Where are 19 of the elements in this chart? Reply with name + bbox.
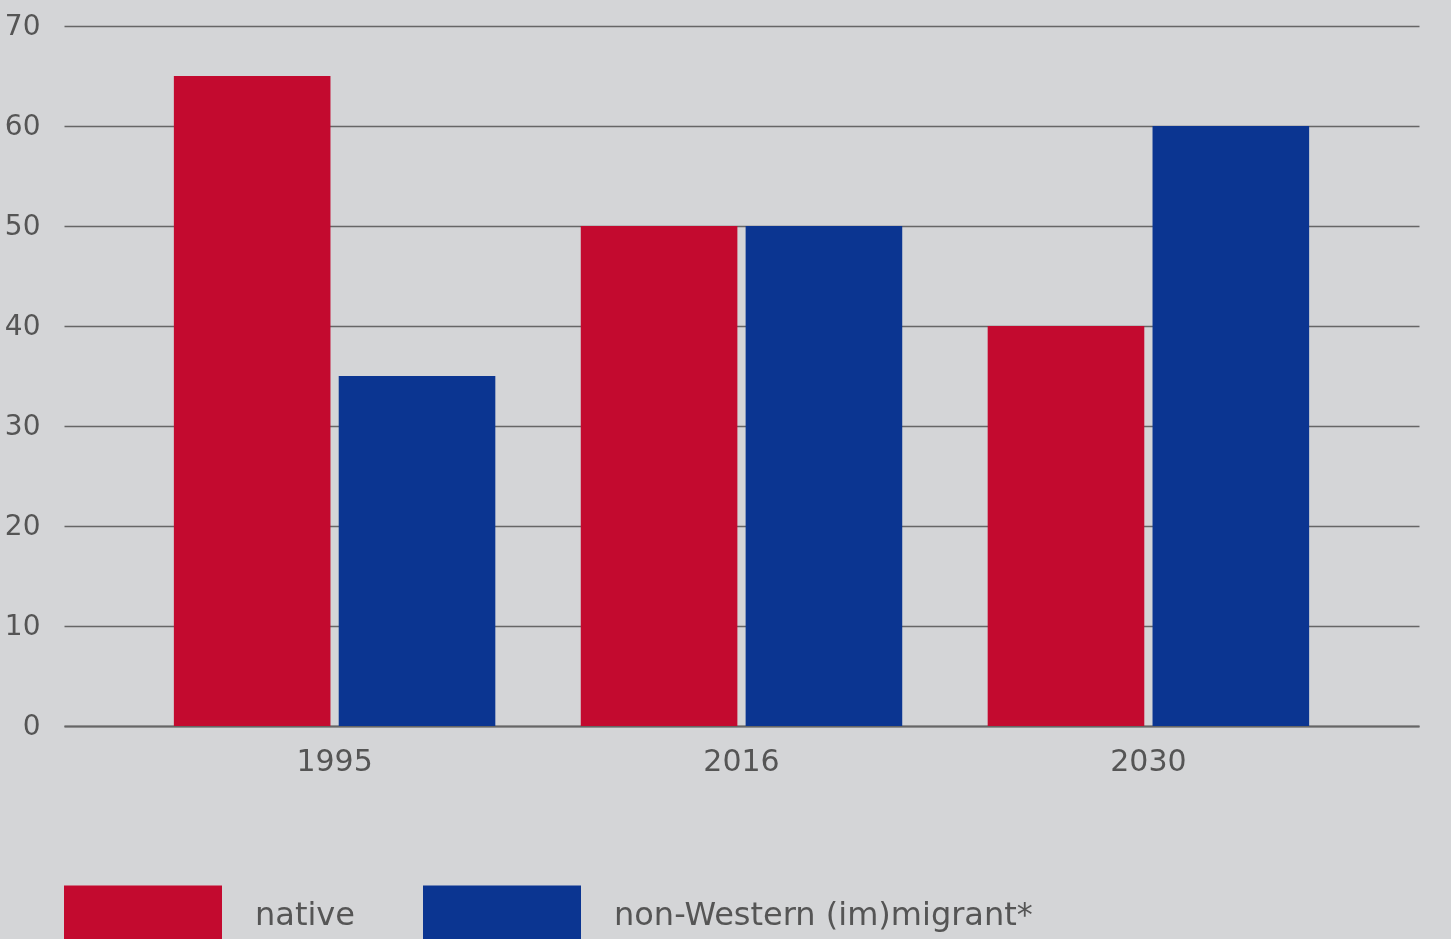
y-tick-label: 30 [4, 408, 41, 442]
bar [745, 226, 903, 726]
x-tick-label: 2016 [703, 742, 780, 778]
y-tick-label: 10 [4, 608, 41, 642]
x-tick-label: 2030 [1110, 742, 1187, 778]
legend-label: non-Western (im)migrant* [614, 895, 1033, 934]
y-tick-label: 40 [4, 308, 41, 342]
x-tick-label: 1995 [296, 742, 373, 778]
y-tick-label: 50 [4, 208, 41, 242]
bar [987, 326, 1145, 726]
y-tick-label: 0 [22, 708, 41, 742]
legend-label: native [255, 895, 355, 934]
bar [580, 226, 738, 726]
bar [1152, 126, 1310, 726]
bar [173, 76, 331, 726]
y-tick-label: 70 [4, 8, 41, 42]
bar [338, 376, 496, 726]
y-tick-label: 60 [4, 108, 41, 142]
y-tick-label: 20 [4, 508, 41, 542]
